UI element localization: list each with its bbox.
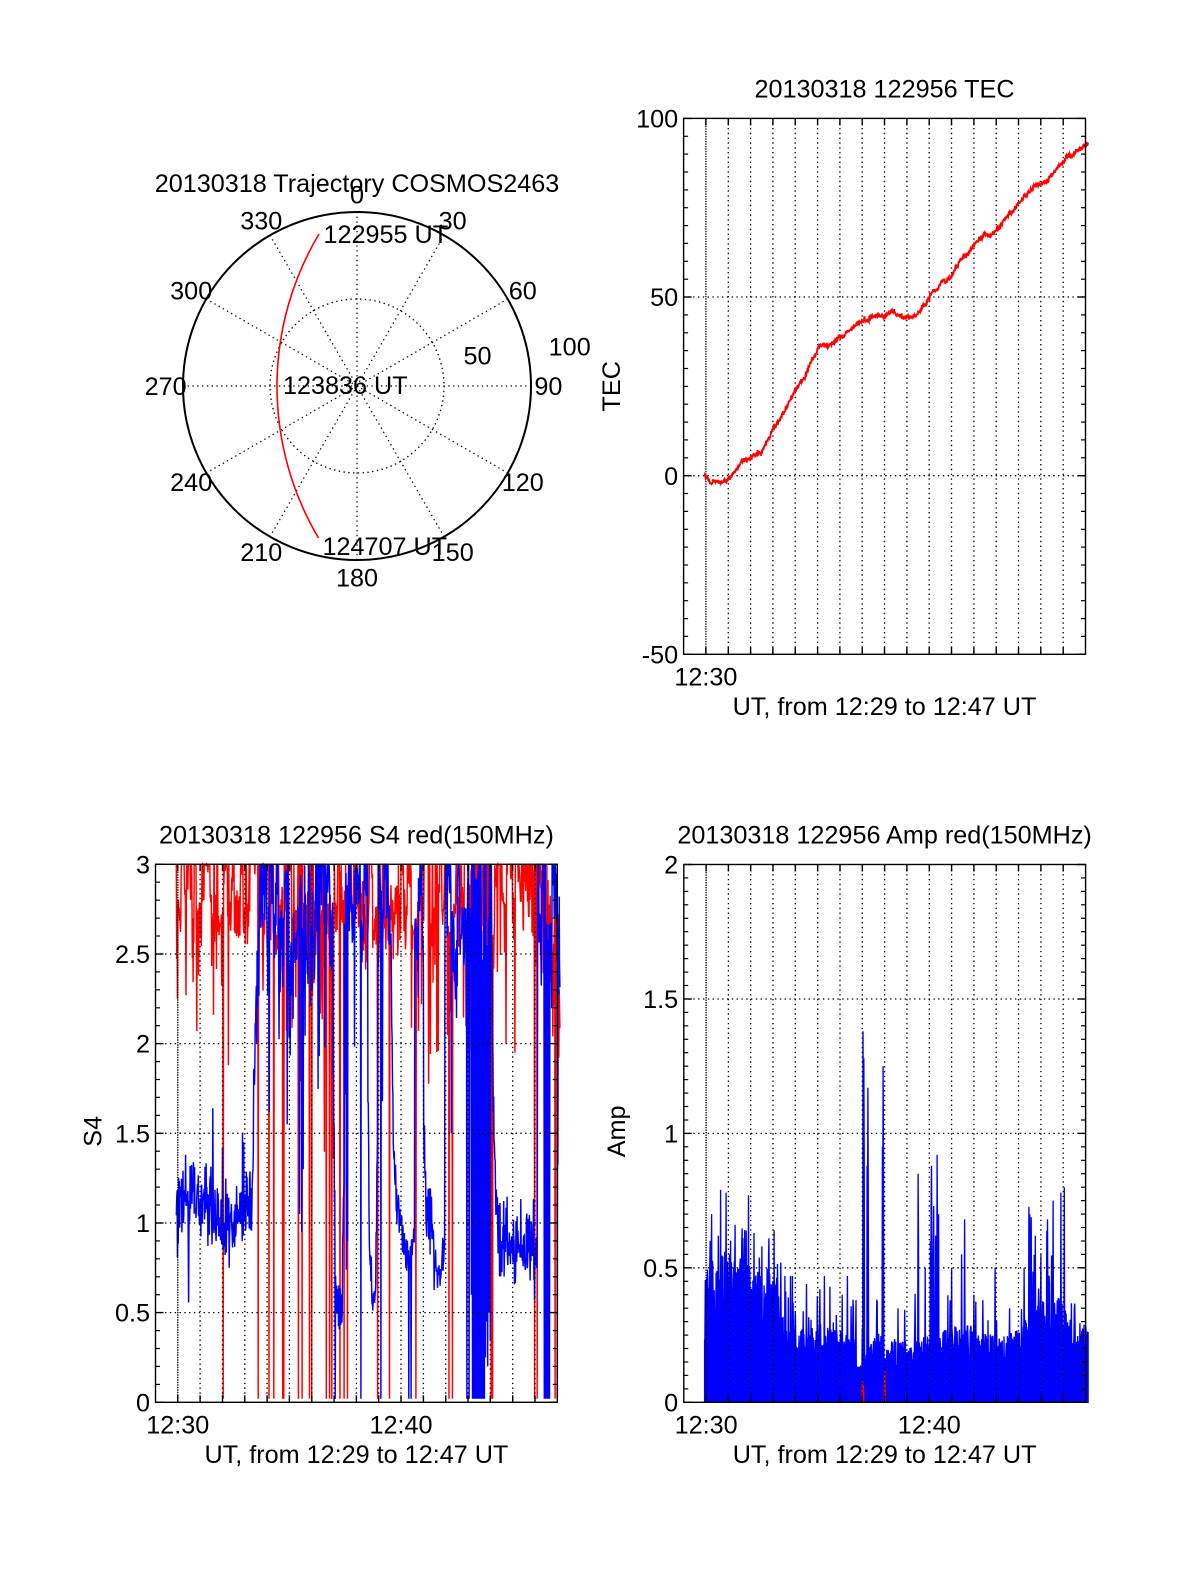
svg-text:0.5: 0.5 xyxy=(115,1300,150,1328)
svg-text:30: 30 xyxy=(439,207,467,235)
svg-text:12:40: 12:40 xyxy=(369,1412,432,1440)
svg-text:300: 300 xyxy=(170,277,212,305)
svg-text:UT, from 12:29 to 12:47 UT: UT, from 12:29 to 12:47 UT xyxy=(733,693,1037,721)
svg-text:0: 0 xyxy=(664,463,678,491)
svg-text:0: 0 xyxy=(664,1389,678,1417)
svg-text:60: 60 xyxy=(509,277,537,305)
svg-text:20130318 122956 S4 red(150MHz): 20130318 122956 S4 red(150MHz) xyxy=(159,822,554,850)
svg-text:TEC: TEC xyxy=(598,361,626,411)
svg-text:123836 UT: 123836 UT xyxy=(283,372,408,400)
svg-text:12:40: 12:40 xyxy=(898,1412,961,1440)
svg-text:1: 1 xyxy=(664,1121,678,1149)
svg-text:0: 0 xyxy=(350,182,364,210)
svg-text:1.5: 1.5 xyxy=(115,1120,150,1148)
svg-text:12:30: 12:30 xyxy=(674,664,737,692)
svg-text:180: 180 xyxy=(336,565,378,593)
svg-text:0: 0 xyxy=(136,1389,150,1417)
svg-text:50: 50 xyxy=(463,343,491,371)
svg-text:150: 150 xyxy=(432,539,474,567)
svg-text:-50: -50 xyxy=(642,641,678,669)
svg-text:124707 UT: 124707 UT xyxy=(323,533,448,561)
svg-text:330: 330 xyxy=(240,207,282,235)
svg-text:12:30: 12:30 xyxy=(675,1412,738,1440)
svg-text:122955 UT: 122955 UT xyxy=(324,221,449,249)
svg-text:90: 90 xyxy=(534,373,562,401)
svg-text:120: 120 xyxy=(502,469,544,497)
svg-text:50: 50 xyxy=(650,284,678,312)
svg-text:3: 3 xyxy=(136,851,150,879)
svg-text:2: 2 xyxy=(664,852,678,880)
svg-text:2.5: 2.5 xyxy=(115,941,150,969)
svg-text:270: 270 xyxy=(145,373,187,401)
svg-text:UT, from 12:29 to 12:47 UT: UT, from 12:29 to 12:47 UT xyxy=(205,1441,509,1469)
svg-text:100: 100 xyxy=(549,333,591,361)
svg-text:20130318 122956 Amp red(150MHz: 20130318 122956 Amp red(150MHz) xyxy=(677,822,1091,850)
svg-text:100: 100 xyxy=(636,106,678,134)
svg-text:0.5: 0.5 xyxy=(643,1255,678,1283)
svg-text:1: 1 xyxy=(136,1210,150,1238)
svg-text:UT, from 12:29 to 12:47 UT: UT, from 12:29 to 12:47 UT xyxy=(733,1441,1037,1469)
svg-text:20130318 122956 TEC: 20130318 122956 TEC xyxy=(754,76,1014,104)
svg-text:2: 2 xyxy=(136,1031,150,1059)
svg-text:240: 240 xyxy=(170,469,212,497)
svg-text:S4: S4 xyxy=(80,1116,108,1147)
svg-text:Amp: Amp xyxy=(603,1106,631,1158)
svg-text:12:30: 12:30 xyxy=(146,1412,209,1440)
svg-text:210: 210 xyxy=(240,539,282,567)
svg-text:20130318 Trajectory COSMOS2463: 20130318 Trajectory COSMOS2463 xyxy=(155,170,560,198)
svg-text:1.5: 1.5 xyxy=(643,986,678,1014)
